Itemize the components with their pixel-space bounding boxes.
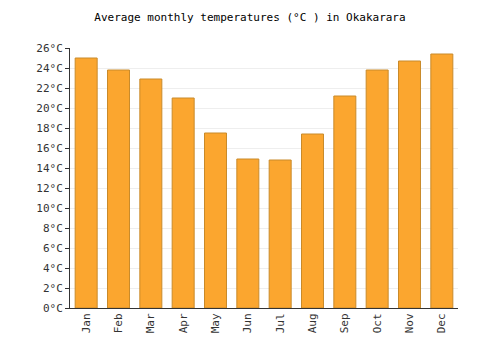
svg-text:22°C: 22°C (36, 82, 63, 95)
svg-text:Mar: Mar (144, 313, 157, 333)
svg-text:May: May (209, 313, 222, 333)
svg-text:2°C: 2°C (43, 282, 63, 295)
svg-text:24°C: 24°C (36, 62, 63, 75)
svg-text:Dec: Dec (435, 313, 448, 333)
svg-text:6°C: 6°C (43, 242, 63, 255)
svg-text:Feb: Feb (112, 313, 125, 333)
svg-text:14°C: 14°C (36, 162, 63, 175)
svg-text:Jan: Jan (80, 313, 93, 333)
svg-text:4°C: 4°C (43, 262, 63, 275)
svg-text:Oct: Oct (371, 313, 384, 333)
svg-text:10°C: 10°C (36, 202, 63, 215)
svg-text:Nov: Nov (403, 313, 416, 333)
svg-text:12°C: 12°C (36, 182, 63, 195)
svg-text:Jun: Jun (241, 313, 254, 333)
svg-text:Sep: Sep (338, 313, 351, 333)
svg-text:Jul: Jul (274, 313, 287, 333)
svg-text:Apr: Apr (177, 313, 190, 333)
svg-text:16°C: 16°C (36, 142, 63, 155)
svg-text:8°C: 8°C (43, 222, 63, 235)
svg-text:Aug: Aug (306, 313, 319, 333)
svg-text:18°C: 18°C (36, 122, 63, 135)
svg-text:0°C: 0°C (43, 302, 63, 315)
svg-text:20°C: 20°C (36, 102, 63, 115)
svg-text:Average monthly temperatures (: Average monthly temperatures (°C ) in Ok… (94, 11, 405, 24)
svg-text:26°C: 26°C (36, 42, 63, 55)
